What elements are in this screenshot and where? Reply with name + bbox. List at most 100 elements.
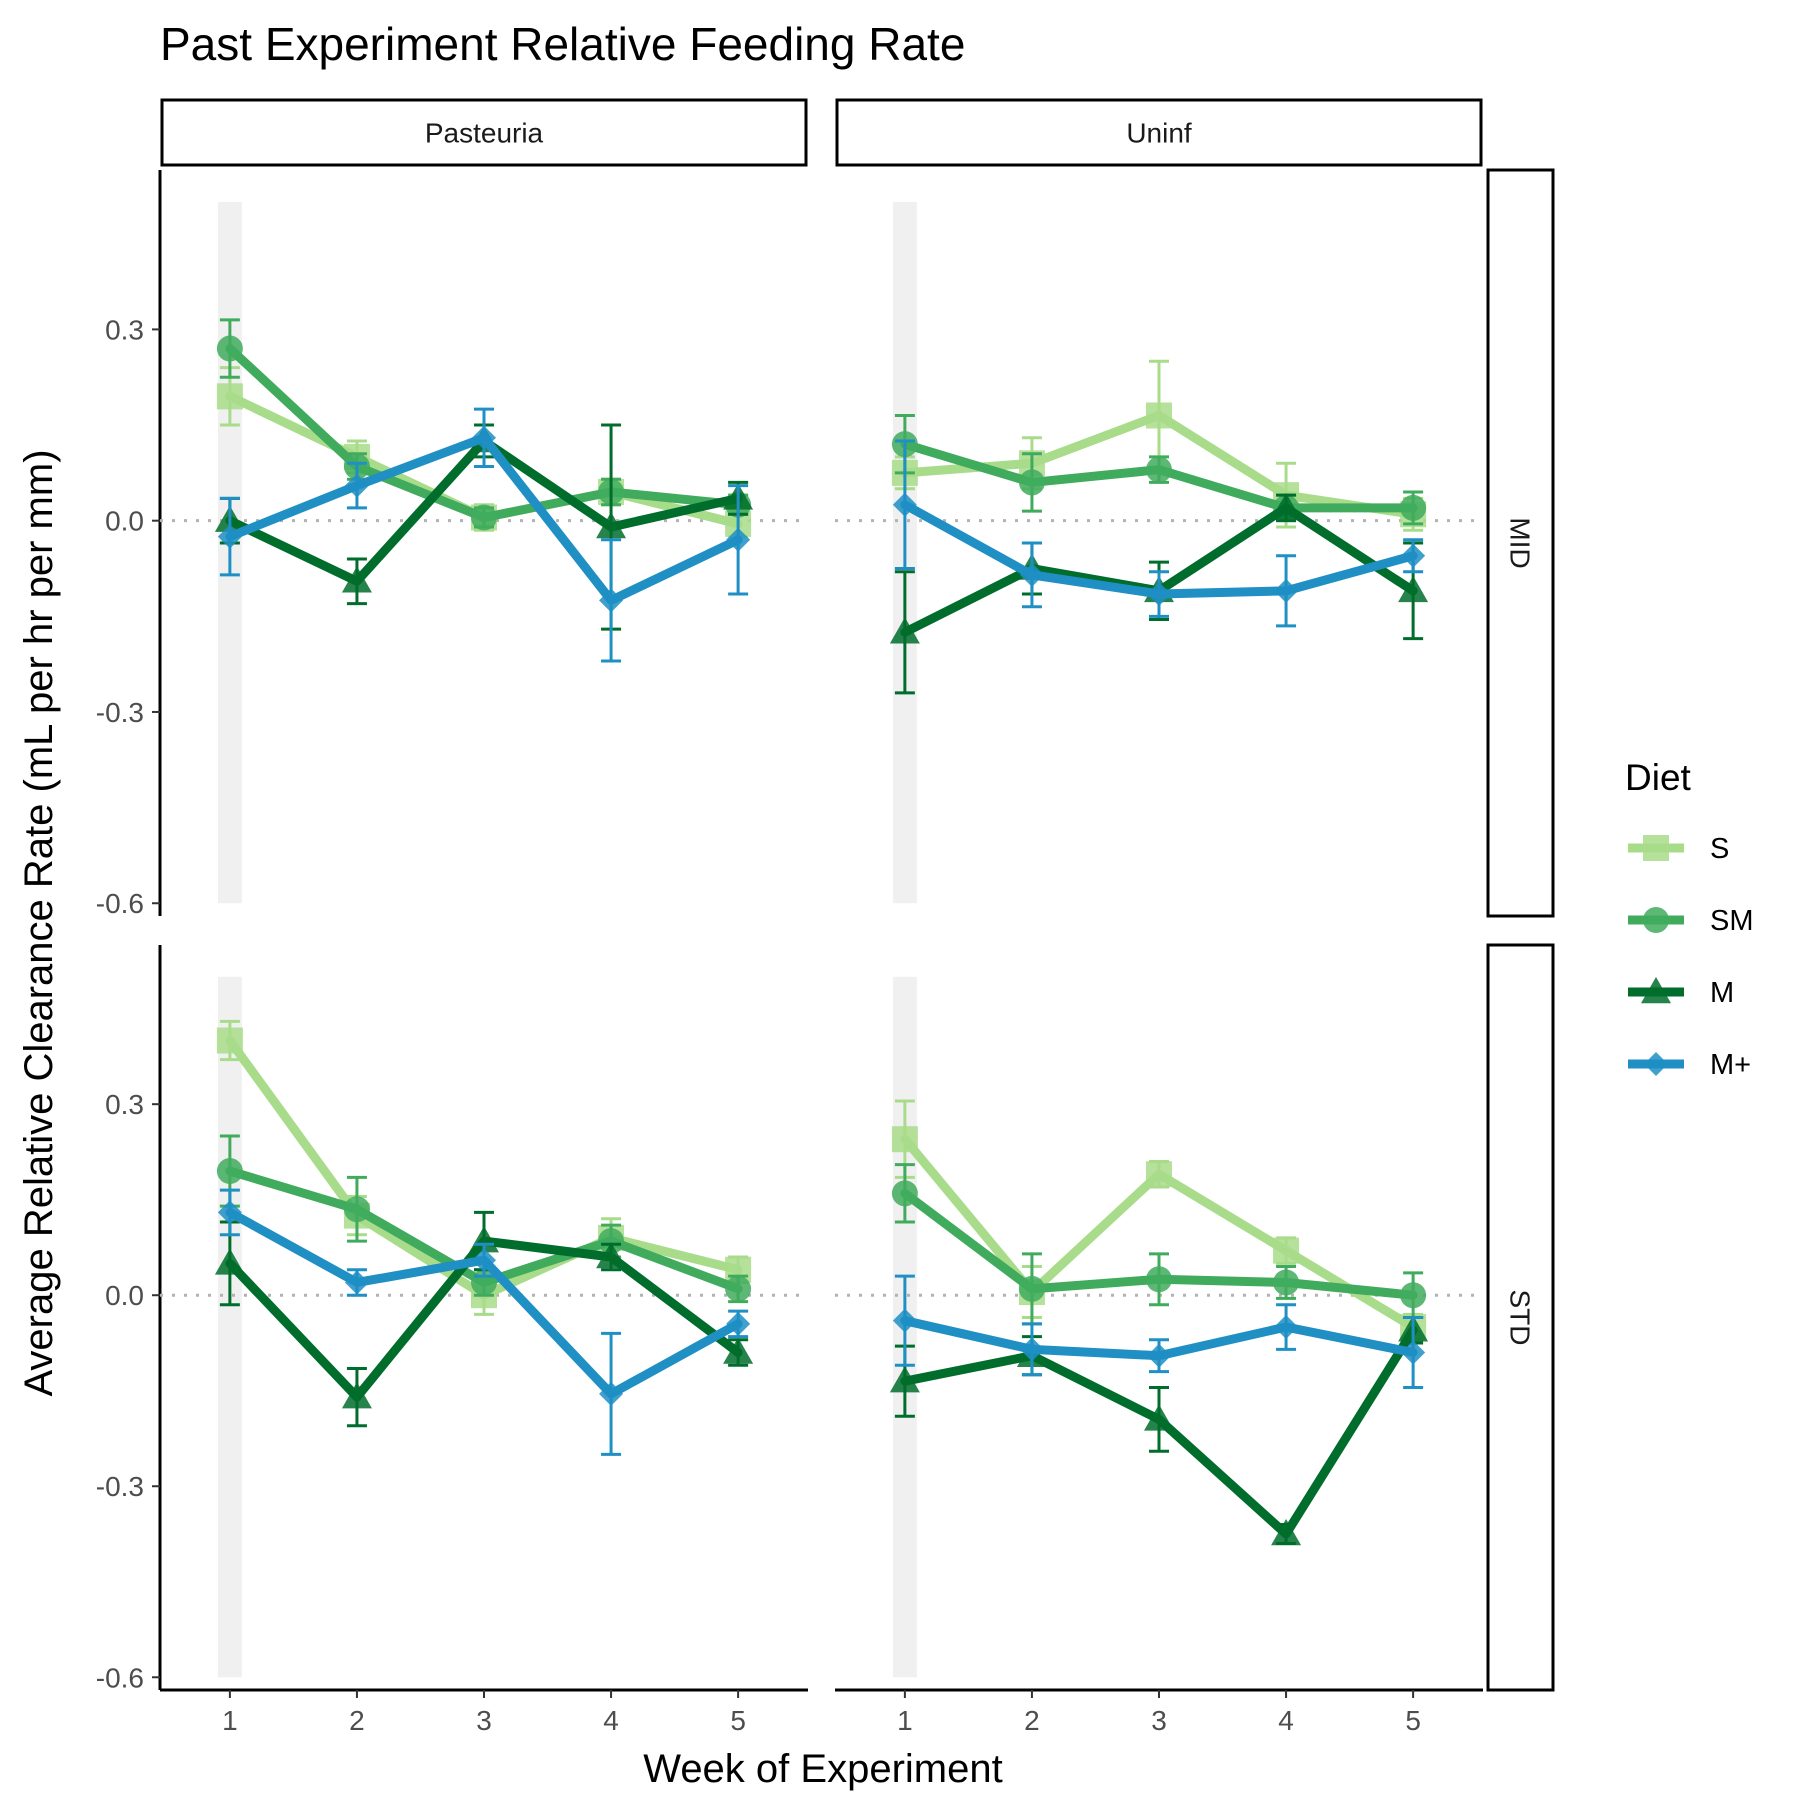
data-point (217, 524, 242, 549)
x-tick-label: 3 (1151, 1705, 1167, 1736)
panel-pasteuria-mid (160, 201, 808, 904)
legend-item-m-plus: M+ (1628, 1049, 1751, 1081)
data-point (889, 1366, 920, 1393)
x-tick-label: 4 (603, 1705, 619, 1736)
data-point (891, 1180, 918, 1207)
data-point (1019, 1337, 1044, 1362)
row-strip-box (1486, 168, 1555, 918)
row-strip-label: STD (1505, 1290, 1536, 1346)
data-point (1400, 1282, 1427, 1309)
data-point (599, 588, 624, 613)
x-tick-label: 3 (476, 1705, 492, 1736)
y-tick-label: 0.3 (105, 1089, 144, 1120)
data-point (1400, 494, 1427, 521)
x-axis-title: Week of Experiment (643, 1747, 1002, 1791)
legend-key-marker (1643, 835, 1669, 861)
data-point (1147, 1343, 1171, 1368)
data-point (892, 492, 917, 517)
panel-uninf-std (835, 976, 1483, 1678)
y-tick-label: -0.3 (96, 697, 144, 728)
data-point (596, 1242, 627, 1269)
legend-key-marker (1643, 907, 1669, 933)
y-tick-label: -0.6 (96, 1662, 144, 1693)
y-tick-label: -0.6 (96, 888, 144, 919)
legend-label: SM (1710, 905, 1754, 937)
series-sm (891, 1163, 1427, 1326)
legend-item-m: M (1628, 977, 1734, 1009)
data-point (216, 1158, 243, 1185)
panel-uninf-mid (835, 201, 1483, 904)
legend-title: Diet (1625, 757, 1692, 798)
data-point (1401, 1340, 1426, 1365)
data-point (892, 1308, 917, 1333)
x-tick-label: 5 (730, 1705, 746, 1736)
x-axis-uninf: 1 2 3 4 5 (835, 1688, 1483, 1736)
y-tick-label: -0.3 (96, 1471, 144, 1502)
data-point (1146, 1266, 1172, 1293)
data-point (214, 1248, 245, 1275)
data-point (216, 383, 243, 410)
legend-label: S (1710, 833, 1729, 865)
chart-title: Past Experiment Relative Feeding Rate (160, 18, 965, 70)
data-point (344, 473, 369, 498)
data-point (343, 1196, 370, 1223)
column-strip-box (835, 98, 1483, 167)
series-m-plus (892, 439, 1426, 628)
data-point (723, 1337, 754, 1364)
row-strip-mid: MID (1486, 168, 1555, 918)
x-tick-label: 4 (1278, 1705, 1294, 1736)
data-point (1274, 1315, 1299, 1340)
data-point (1146, 402, 1172, 429)
data-point (596, 512, 627, 539)
series-m-plus (892, 1274, 1426, 1390)
data-point (1273, 1269, 1300, 1296)
panels-layer: Pasteuria Uninf MID STD 0.3 0.0 -0.3 -0.6 0.3 0.0… (96, 98, 1555, 1736)
data-point (341, 1382, 372, 1409)
row-strip-std: STD (1486, 943, 1555, 1692)
data-point (216, 335, 243, 362)
data-point (1146, 456, 1172, 483)
data-point (1273, 1237, 1300, 1264)
x-tick-label: 5 (1405, 1705, 1421, 1736)
data-point (598, 1228, 625, 1255)
y-axis-title: Average Relative Clearance Rate (mL per … (17, 449, 61, 1396)
data-point (891, 1126, 918, 1153)
data-point (1271, 1518, 1302, 1546)
data-point (1018, 469, 1045, 496)
series-m-plus (217, 1188, 751, 1456)
data-point (1019, 562, 1044, 587)
legend-label: M+ (1710, 1049, 1751, 1081)
data-point (469, 1226, 499, 1253)
row-strip-box (1486, 943, 1555, 1692)
column-strip-uninf: Uninf (835, 98, 1483, 167)
x-tick-label: 1 (897, 1705, 913, 1736)
row-strip-label: MID (1505, 517, 1536, 568)
x-axis-pasteuria: 1 2 3 4 5 (160, 1688, 808, 1736)
y-tick-label: 0.0 (105, 1280, 144, 1311)
series-m-plus (217, 407, 751, 663)
data-point (216, 1027, 243, 1054)
data-point (472, 1248, 496, 1273)
x-tick-label: 1 (222, 1705, 238, 1736)
legend: Diet S SM M M+ (1625, 757, 1754, 1081)
highlight-band (217, 976, 242, 1678)
y-axis-mid: 0.3 0.0 -0.3 -0.6 (96, 170, 162, 919)
data-point (341, 566, 372, 593)
data-point (889, 617, 920, 644)
legend-key-marker (1644, 1052, 1668, 1076)
legend-key-marker (1641, 977, 1671, 1004)
data-point (1271, 492, 1302, 520)
data-point (344, 1270, 369, 1295)
data-point (725, 1275, 752, 1302)
data-point (471, 504, 497, 531)
data-point (1146, 1161, 1172, 1188)
data-point (1144, 1404, 1174, 1431)
column-strip-pasteuria: Pasteuria (160, 98, 808, 167)
y-tick-label: 0.3 (105, 314, 144, 345)
data-point (1274, 578, 1299, 603)
data-point (1018, 1275, 1045, 1302)
x-tick-label: 2 (1024, 1705, 1040, 1736)
data-point (599, 1381, 624, 1406)
